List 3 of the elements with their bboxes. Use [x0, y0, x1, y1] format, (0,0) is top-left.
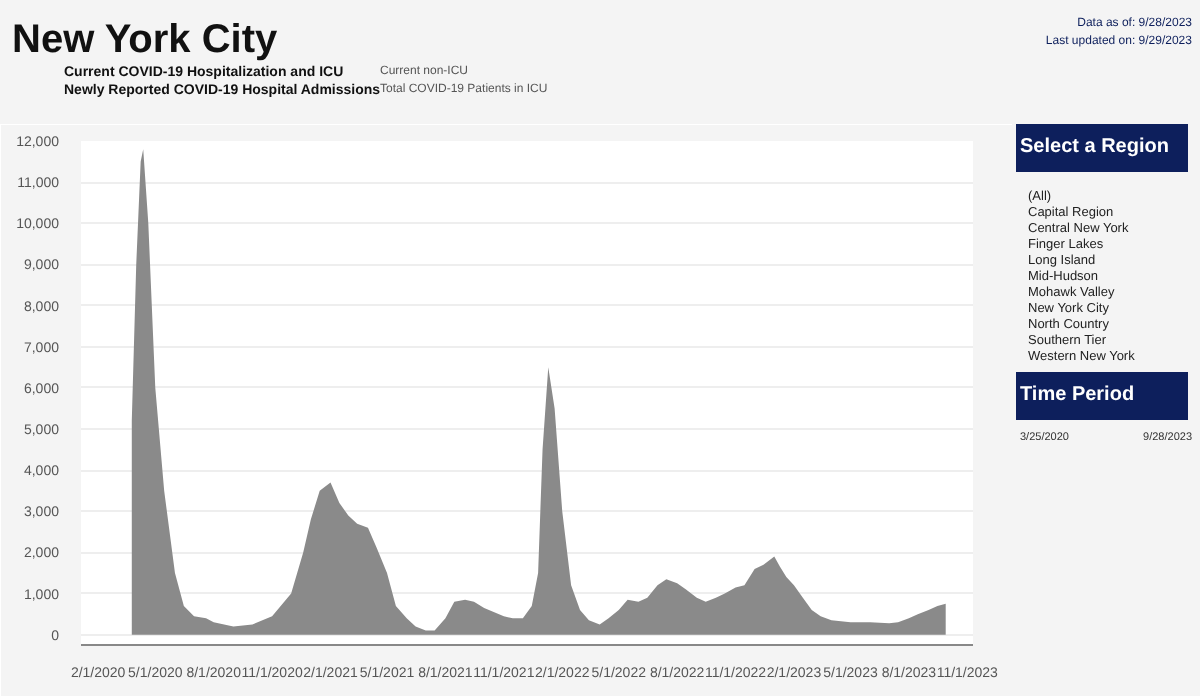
text: Time Period: [1016, 372, 1188, 420]
text: Select a Region: [1016, 124, 1188, 172]
chart-title: New York City: [12, 16, 278, 65]
